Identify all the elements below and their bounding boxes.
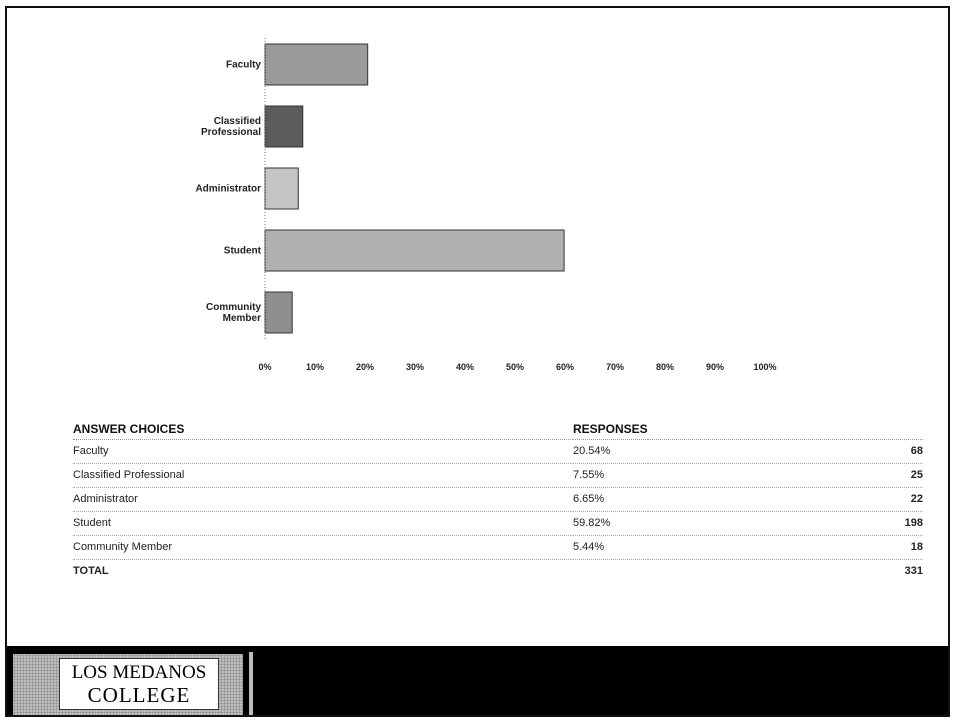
x-tick-label: 60% [556,362,574,372]
responses-header: RESPONSES [573,418,648,440]
table-row: Administrator 6.65% 22 [73,487,923,512]
percent-cell: 6.65% [573,487,648,512]
footer-bar: LOS MEDANOS COLLEGE [7,646,948,715]
bar-chart: Faculty Classified Professional Administrat… [195,38,777,372]
responses-table: ANSWER CHOICES RESPONSES Faculty 20.54% … [73,418,923,583]
table-row: Faculty 20.54% 68 [73,439,923,464]
college-logo: LOS MEDANOS COLLEGE [59,658,219,710]
table-header-row: ANSWER CHOICES RESPONSES [73,418,923,440]
x-tick-label: 70% [606,362,624,372]
count-header [647,418,923,440]
percent-cell: 5.44% [573,535,648,560]
count-cell: 198 [647,511,923,536]
percent-cell: 7.55% [573,463,648,488]
logo-line-2: COLLEGE [87,683,191,707]
bar-student [264,229,565,272]
x-tick-label: 80% [656,362,674,372]
x-tick-label: 50% [506,362,524,372]
bar-administrator [264,167,299,210]
choice-cell: Community Member [73,535,573,560]
category-label-student: Student [224,246,262,257]
x-tick-label: 100% [753,362,776,372]
category-label-administrator: Administrator [195,184,261,195]
slide-frame: Faculty Classified Professional Administrat… [5,6,950,717]
choice-cell: Faculty [73,439,573,464]
choice-cell: Student [73,511,573,536]
x-tick-label: 90% [706,362,724,372]
category-label-classified-professional: Classified Professional [201,116,261,138]
x-tick-label: 40% [456,362,474,372]
total-spacer [573,560,648,584]
category-label-community-member: Community Member [206,302,261,324]
table-row: Community Member 5.44% 18 [73,535,923,560]
bar-community-member [264,291,293,334]
bar-faculty [264,43,369,86]
x-tick-label: 0% [258,362,271,372]
percent-cell: 59.82% [573,511,648,536]
count-cell: 68 [647,439,923,464]
logo-line-1: LOS MEDANOS [71,662,207,683]
choice-cell: Administrator [73,487,573,512]
bar-classified-professional [264,105,304,148]
table-row: Student 59.82% 198 [73,511,923,536]
answer-choices-header: ANSWER CHOICES [73,418,573,440]
category-label-faculty: Faculty [226,60,261,71]
logo-panel: LOS MEDANOS COLLEGE [13,654,243,715]
total-row: TOTAL 331 [73,560,923,584]
count-cell: 25 [647,463,923,488]
x-tick-label: 10% [306,362,324,372]
table-row: Classified Professional 7.55% 25 [73,463,923,488]
total-count: 331 [904,565,923,577]
count-cell: 18 [647,535,923,560]
footer-divider [249,652,253,715]
x-tick-label: 20% [356,362,374,372]
choice-cell: Classified Professional [73,463,573,488]
percent-cell: 20.54% [573,439,648,464]
count-cell: 22 [647,487,923,512]
total-label: TOTAL [73,565,109,577]
x-tick-label: 30% [406,362,424,372]
